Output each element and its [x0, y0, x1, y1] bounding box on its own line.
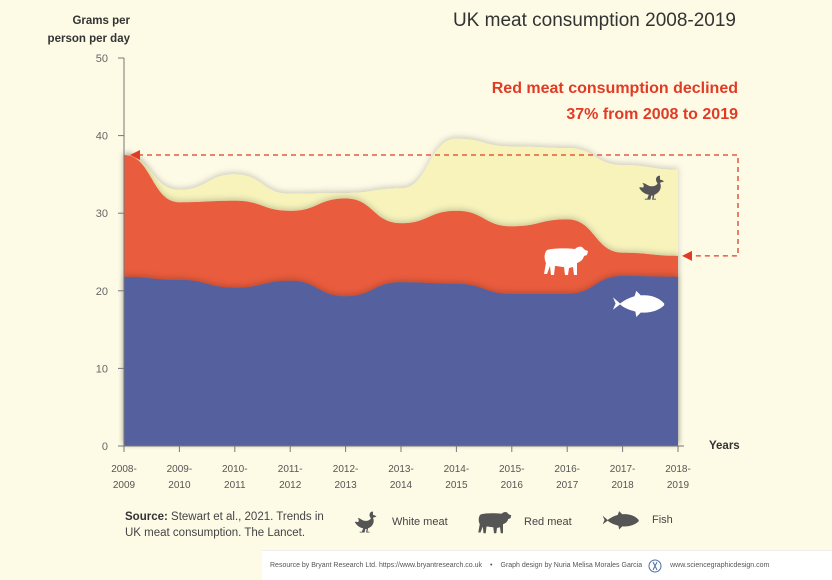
- annotation-arrowhead-end: [682, 250, 692, 261]
- chart-cow-icon: [544, 246, 588, 275]
- legend-label-red-meat: Red meat: [524, 516, 572, 528]
- y-axis-label: Grams per person per day: [47, 15, 130, 45]
- x-tick-label: 2014: [390, 480, 413, 491]
- x-axis-label: Years: [709, 440, 740, 452]
- x-tick-label: 2009-: [167, 464, 193, 475]
- x-tick-label: 2010: [168, 480, 191, 491]
- x-tick-label: 2018-: [665, 464, 691, 475]
- annotation-arrowhead-start: [130, 150, 140, 160]
- x-tick-label: 2008-: [111, 464, 137, 475]
- x-tick-label: 2017: [556, 480, 579, 491]
- legend-label-fish: Fish: [652, 514, 673, 526]
- x-tick-label: 2018: [611, 480, 634, 491]
- x-tick-label: 2013: [334, 480, 357, 491]
- x-tick-label: 2015-: [499, 464, 525, 475]
- legend-item-white-meat: White meat: [352, 510, 448, 534]
- x-tick-label: 2012: [279, 480, 302, 491]
- legend-label-white-meat: White meat: [392, 516, 448, 528]
- chart-fish-icon: [612, 290, 665, 317]
- y-tick-label: 40: [96, 131, 108, 143]
- area-fish: [124, 276, 678, 446]
- source-text: Stewart et al., 2021. Trends in UK meat …: [125, 511, 324, 539]
- annotation-line-2: 37% from 2008 to 2019: [566, 106, 738, 123]
- annotation-dashed-line: [138, 154, 739, 257]
- source-label: Source:: [125, 511, 168, 523]
- chart-chicken-icon: [639, 175, 664, 200]
- y-tick-label: 0: [102, 441, 108, 453]
- designer-logo-icon: [648, 559, 662, 572]
- x-tick-label: 2013-: [388, 464, 414, 475]
- y-tick-label: 20: [96, 286, 108, 298]
- chicken-icon: [354, 511, 377, 533]
- footer-website[interactable]: www.sciencegraphicdesign.com: [670, 562, 770, 569]
- footer: Resource by Bryant Research Ltd. https:/…: [262, 550, 832, 580]
- x-tick-label: 2016-: [554, 464, 580, 475]
- x-tick-label: 2012-: [333, 464, 359, 475]
- x-tick-label: 2011-: [278, 464, 303, 475]
- y-tick-label: 50: [96, 53, 108, 65]
- footer-design: Graph design by Nuria Melisa Morales Gar…: [500, 562, 643, 569]
- x-tick-label: 2019: [667, 480, 690, 491]
- cow-icon: [478, 511, 512, 534]
- footer-dot: •: [490, 562, 493, 569]
- annotation-line-1: Red meat consumption declined: [491, 80, 738, 97]
- x-tick-label: 2009: [113, 480, 136, 491]
- y-tick-label: 10: [96, 363, 108, 375]
- y-tick-label: 30: [96, 208, 108, 220]
- x-tick-label: 2010-: [222, 464, 248, 475]
- fish-icon: [602, 511, 639, 530]
- source-note: Source: Stewart et al., 2021. Trends in …: [125, 509, 335, 541]
- legend-item-fish: Fish: [602, 510, 673, 530]
- x-tick-label: 2014-: [444, 464, 470, 475]
- x-tick-label: 2015: [445, 480, 468, 491]
- x-tick-label: 2016: [501, 480, 524, 491]
- chart-title: UK meat consumption 2008-2019: [452, 10, 736, 31]
- footer-resource[interactable]: Resource by Bryant Research Ltd. https:/…: [270, 562, 483, 569]
- x-tick-label: 2017-: [610, 464, 636, 475]
- legend-item-red-meat: Red meat: [476, 510, 572, 534]
- x-tick-label: 2011: [224, 480, 246, 491]
- annotation: Red meat consumption declined 37% from 2…: [492, 76, 738, 128]
